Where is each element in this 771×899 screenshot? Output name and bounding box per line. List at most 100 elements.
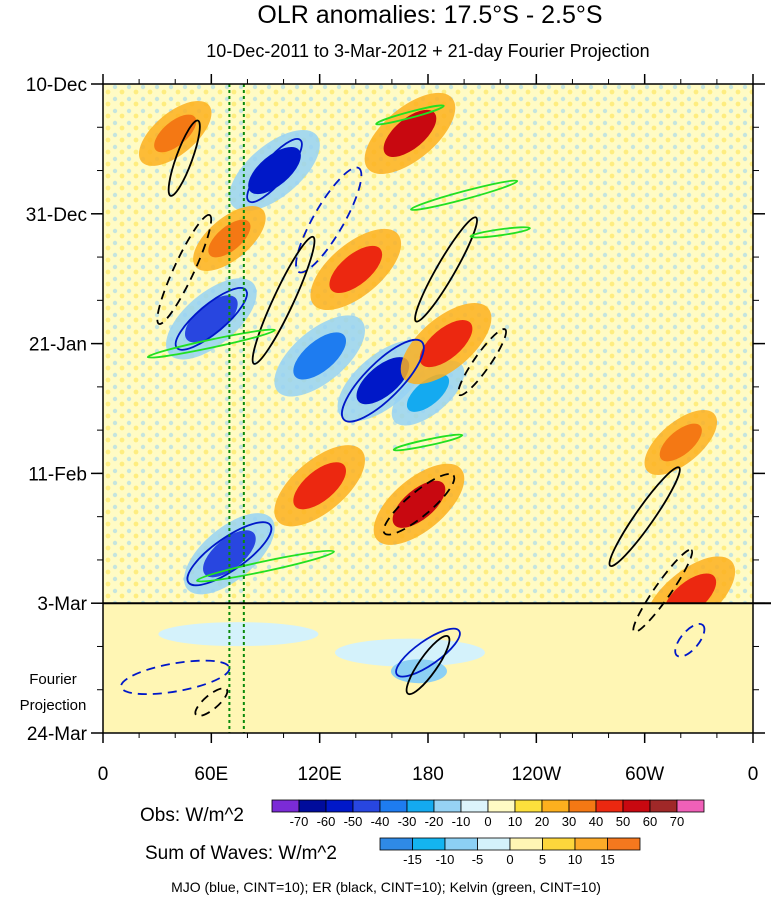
chart-subtitle: 10-Dec-2011 to 3-Mar-2012 + 21-day Fouri… bbox=[206, 41, 649, 61]
er-contour bbox=[405, 634, 451, 696]
waves-colorbar-box bbox=[412, 837, 446, 851]
obs-colorbar-box bbox=[406, 799, 435, 813]
waves-colorbar-label: 10 bbox=[568, 852, 582, 867]
x-tick-label: 0 bbox=[748, 764, 759, 785]
waves-colorbar-label: -15 bbox=[403, 852, 422, 867]
y-axis: 10-Dec 31-Dec 21-Jan 11-Feb 3-Mar 24-Mar bbox=[26, 75, 765, 745]
waves-colorbar-label: 0 bbox=[506, 852, 513, 867]
obs-colorbar-box bbox=[460, 799, 489, 813]
obs-colorbar-box bbox=[676, 799, 705, 813]
kelvin-contour bbox=[375, 104, 445, 126]
obs-colorbar-box bbox=[298, 799, 327, 813]
obs-colorbar-label: 30 bbox=[562, 814, 576, 829]
obs-colorbar-label: -20 bbox=[425, 814, 444, 829]
er-contour bbox=[251, 235, 316, 365]
obs-colorbar-label: -30 bbox=[398, 814, 417, 829]
x-axis: 0 60E 120E 180 120W 60W 0 bbox=[98, 74, 759, 785]
obs-colorbar-box bbox=[325, 799, 354, 813]
anomaly-core bbox=[248, 146, 301, 195]
wave-contour-layer bbox=[120, 104, 706, 717]
obs-colorbar-labels: -70 -60 -50 -40 -30 -20 -10 0 10 20 30 40 50 60 70 bbox=[290, 814, 685, 829]
kelvin-contour bbox=[196, 549, 335, 583]
obs-colorbar-label: -60 bbox=[317, 814, 336, 829]
anomaly-core bbox=[383, 109, 437, 158]
er-contour bbox=[156, 213, 213, 325]
contour-legend-footnote: MJO (blue, CINT=10); ER (black, CINT=10)… bbox=[171, 879, 601, 895]
waves-colorbar-box bbox=[444, 837, 478, 851]
waves-colorbar-label: 15 bbox=[600, 852, 614, 867]
waves-colorbar-box bbox=[607, 837, 641, 851]
mjo-contour bbox=[341, 338, 425, 423]
y-tick-label: 10-Dec bbox=[26, 75, 87, 96]
obs-colorbar-label: 70 bbox=[670, 814, 684, 829]
y-tick-label: 11-Feb bbox=[28, 464, 87, 485]
obs-colorbar-box bbox=[433, 799, 462, 813]
anomaly-core bbox=[208, 219, 251, 258]
waves-colorbar: Sum of Waves: W/m^2 -15 -10 -5 0 5 10 15 bbox=[145, 837, 641, 867]
projection-label-line1: Fourier bbox=[29, 671, 77, 688]
kelvin-contour bbox=[392, 433, 464, 452]
anomaly-core bbox=[184, 295, 238, 343]
waves-colorbar-label: 5 bbox=[539, 852, 546, 867]
anomaly-core bbox=[293, 462, 347, 510]
x-tick-label: 60E bbox=[194, 764, 228, 785]
anomaly-core bbox=[356, 357, 410, 405]
x-tick-label: 60W bbox=[625, 764, 664, 785]
er-contour bbox=[167, 119, 201, 197]
obs-colorbar-label: 60 bbox=[643, 814, 657, 829]
x-tick-label: 120E bbox=[297, 764, 341, 785]
plot-area: 10-Dec 31-Dec 21-Jan 11-Feb 3-Mar 24-Mar 0 60E… bbox=[20, 74, 771, 785]
obs-colorbar-box bbox=[541, 799, 570, 813]
y-tick-label: 24-Mar bbox=[27, 724, 88, 745]
waves-colorbar-title: Sum of Waves: W/m^2 bbox=[145, 843, 337, 864]
anomaly-core bbox=[329, 245, 383, 293]
waves-colorbar-box bbox=[509, 837, 543, 851]
y-tick-label: 31-Dec bbox=[26, 205, 87, 226]
waves-colorbar-labels: -15 -10 -5 0 5 10 15 bbox=[403, 852, 615, 867]
anomaly-core bbox=[659, 423, 702, 462]
projection-label-line2: Projection bbox=[20, 697, 87, 714]
mjo-contour bbox=[246, 138, 303, 204]
y-tick-label: 3-Mar bbox=[37, 594, 87, 615]
obs-colorbar-box bbox=[487, 799, 516, 813]
x-tick-label: 120W bbox=[512, 764, 562, 785]
obs-colorbar-label: 50 bbox=[616, 814, 630, 829]
x-tick-label: 180 bbox=[412, 764, 444, 785]
obs-colorbar-box bbox=[514, 799, 543, 813]
mjo-contour bbox=[395, 627, 461, 678]
waves-colorbar-box bbox=[574, 837, 608, 851]
mjo-contour bbox=[674, 623, 706, 658]
obs-colorbar-label: 40 bbox=[589, 814, 603, 829]
y-tick-label: 21-Jan bbox=[29, 335, 87, 356]
obs-colorbar-box bbox=[379, 799, 408, 813]
obs-colorbar-label: 0 bbox=[484, 814, 491, 829]
obs-colorbar-label: -70 bbox=[290, 814, 309, 829]
obs-colorbar-box bbox=[271, 799, 300, 813]
waves-colorbar-box bbox=[379, 837, 413, 851]
obs-colorbar-label: 10 bbox=[508, 814, 522, 829]
kelvin-contour bbox=[469, 226, 531, 239]
anomaly-core bbox=[392, 480, 446, 528]
obs-colorbar-box bbox=[568, 799, 597, 813]
anomaly-core bbox=[293, 332, 347, 380]
obs-colorbar-label: -50 bbox=[344, 814, 363, 829]
obs-colorbar-boxes bbox=[271, 799, 705, 813]
waves-colorbar-label: -5 bbox=[472, 852, 484, 867]
obs-colorbar-box bbox=[649, 799, 678, 813]
mjo-contour bbox=[295, 166, 363, 274]
obs-colorbar-title: Obs: W/m^2 bbox=[140, 805, 244, 826]
er-contour bbox=[608, 466, 681, 567]
obs-colorbar-box bbox=[622, 799, 651, 813]
er-contour bbox=[414, 216, 478, 323]
er-contour bbox=[457, 328, 507, 397]
obs-colorbar-label: -10 bbox=[452, 814, 471, 829]
obs-colorbar-box bbox=[352, 799, 381, 813]
projection-anomaly-neg bbox=[158, 622, 319, 647]
anomaly-core bbox=[406, 374, 450, 412]
obs-colorbar: Obs: W/m^2 -70 -60 -50 -40 -30 -20 -10 0 10 20 30 4… bbox=[140, 799, 705, 829]
chart-title: OLR anomalies: 17.5°S - 2.5°S bbox=[257, 1, 602, 29]
reference-lines bbox=[228, 84, 245, 733]
waves-colorbar-box bbox=[477, 837, 511, 851]
er-contour bbox=[632, 548, 694, 633]
